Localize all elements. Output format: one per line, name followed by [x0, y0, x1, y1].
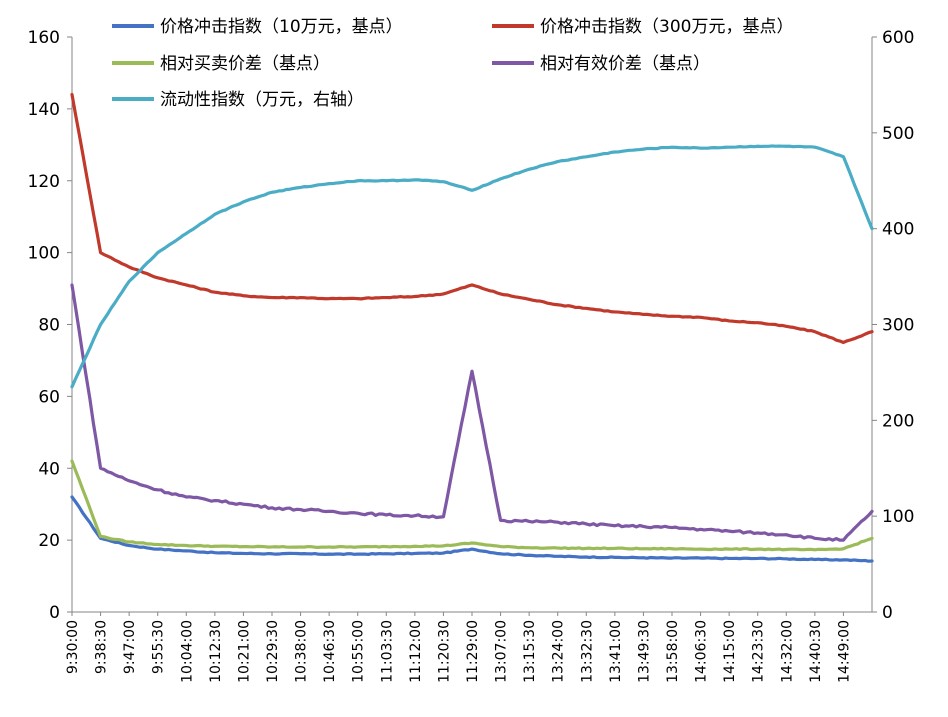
- y2-tick-label: 600: [882, 28, 914, 48]
- y2-tick-label: 300: [882, 316, 914, 336]
- x-tick-label: 11:20:30: [436, 620, 452, 683]
- x-tick-label: 14:06:30: [694, 620, 710, 683]
- legend-label: 相对买卖价差（基点）: [160, 54, 330, 74]
- x-tick-label: 11:29:00: [465, 620, 481, 683]
- x-tick-label: 11:03:30: [379, 620, 395, 683]
- legend-label: 流动性指数（万元，右轴）: [160, 90, 364, 110]
- y-tick-label: 80: [38, 316, 60, 336]
- legend-label: 相对有效价差（基点）: [540, 54, 710, 74]
- x-tick-label: 14:32:00: [779, 620, 795, 683]
- series-line: [70, 92, 874, 345]
- x-tick-label: 14:23:30: [751, 620, 767, 683]
- x-tick-label: 9:47:00: [122, 620, 138, 674]
- x-tick-label: 10:21:00: [236, 620, 252, 683]
- x-tick-label: 13:15:30: [522, 620, 538, 683]
- y2-tick-label: 200: [882, 411, 914, 431]
- x-tick-label: 9:38:30: [94, 620, 110, 674]
- y-tick-label: 100: [28, 244, 60, 264]
- x-tick-label: 10:46:30: [322, 620, 338, 683]
- y-tick-label: 20: [38, 531, 60, 551]
- x-tick-label: 14:15:00: [722, 620, 738, 683]
- legend-label: 价格冲击指数（10万元，基点）: [160, 17, 403, 37]
- x-tick-label: 10:55:00: [351, 620, 367, 683]
- y-tick-label: 40: [38, 459, 60, 479]
- x-tick-label: 10:04:00: [179, 620, 195, 683]
- x-tick-label: 14:49:00: [836, 620, 852, 683]
- x-tick-label: 9:30:00: [65, 620, 81, 674]
- y2-tick-label: 0: [882, 603, 893, 623]
- x-tick-label: 13:32:30: [579, 620, 595, 683]
- x-tick-label: 10:38:00: [294, 620, 310, 683]
- x-tick-label: 13:58:00: [665, 620, 681, 683]
- y-tick-label: 60: [38, 387, 60, 407]
- x-tick-label: 13:24:00: [551, 620, 567, 683]
- y-tick-label: 140: [28, 100, 60, 120]
- x-tick-label: 9:55:30: [151, 620, 167, 674]
- x-tick-label: 11:12:00: [408, 620, 424, 683]
- x-tick-label: 14:40:30: [808, 620, 824, 683]
- x-tick-label: 13:07:00: [494, 620, 510, 683]
- y-tick-label: 120: [28, 172, 60, 192]
- y2-tick-label: 100: [882, 507, 914, 527]
- legend-label: 价格冲击指数（300万元，基点）: [540, 17, 793, 37]
- series-line: [70, 144, 874, 389]
- x-tick-label: 13:49:30: [636, 620, 652, 683]
- y-tick-label: 0: [49, 603, 60, 623]
- y2-tick-label: 400: [882, 220, 914, 240]
- x-tick-label: 13:41:00: [608, 620, 624, 683]
- x-tick-label: 10:12:30: [208, 620, 224, 683]
- series-line: [70, 495, 874, 563]
- y2-tick-label: 500: [882, 124, 914, 144]
- series-line: [70, 459, 874, 552]
- x-tick-label: 10:29:30: [265, 620, 281, 683]
- series-line: [70, 283, 874, 542]
- y-tick-label: 160: [28, 28, 60, 48]
